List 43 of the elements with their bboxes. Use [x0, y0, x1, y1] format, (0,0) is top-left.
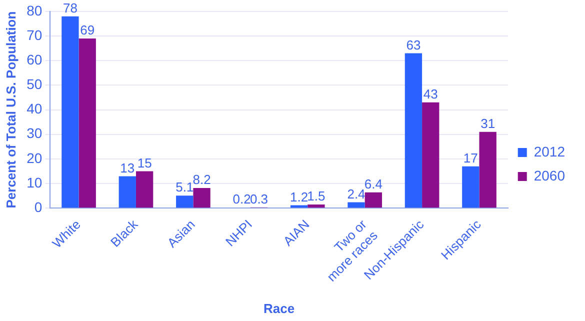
data-label: 63 — [406, 37, 421, 52]
bar — [136, 171, 154, 208]
data-label: 1.2 — [290, 189, 308, 204]
y-tick-label: 30 — [26, 125, 42, 142]
data-label: 31 — [480, 116, 496, 131]
bar — [118, 176, 136, 208]
bar — [290, 205, 308, 208]
bar — [78, 38, 96, 208]
y-tick-label: 80 — [26, 2, 42, 18]
bar — [62, 16, 79, 208]
y-tick-label: 40 — [26, 100, 42, 117]
data-label: 15 — [137, 155, 152, 170]
bar — [193, 188, 210, 208]
y-tick-label: 60 — [26, 51, 42, 68]
data-label: 2.4 — [347, 186, 366, 202]
bar — [422, 102, 440, 208]
data-label: 69 — [80, 22, 95, 38]
data-label: 8.2 — [192, 172, 211, 188]
data-label: 6.4 — [364, 176, 382, 192]
data-label: 5.1 — [176, 180, 194, 195]
bar — [479, 132, 496, 208]
data-label: 78 — [62, 0, 78, 16]
bar — [404, 53, 422, 208]
data-label: 0.3 — [250, 192, 268, 206]
legend-label: 2060 — [534, 167, 566, 184]
y-tick-label: 70 — [26, 26, 42, 43]
y-tick-label: 50 — [26, 76, 42, 92]
y-tick-label: 10 — [26, 174, 42, 190]
legend-label: 2012 — [534, 143, 566, 160]
y-tick-label: 0 — [34, 199, 42, 216]
x-axis-title: Race — [263, 300, 295, 316]
bar — [462, 166, 480, 208]
data-label: 17 — [463, 150, 478, 166]
y-axis-title: Percent of Total U.S. Population — [3, 11, 18, 208]
y-tick-label: 20 — [26, 150, 42, 166]
bar — [364, 192, 382, 208]
data-label: 13 — [120, 160, 135, 176]
data-label: 0.2 — [232, 192, 251, 207]
bar — [176, 196, 194, 208]
data-label: 43 — [423, 86, 438, 102]
bar — [348, 202, 365, 208]
bar — [308, 204, 325, 208]
data-label: 1.5 — [307, 188, 326, 204]
